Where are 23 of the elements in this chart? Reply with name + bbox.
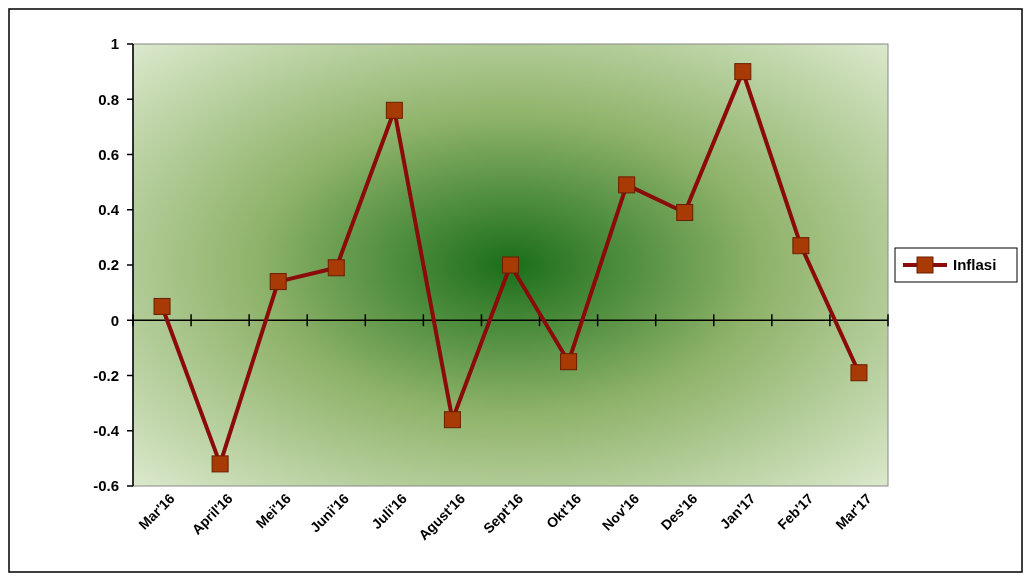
point	[734, 63, 752, 81]
y-tick-label: 0.8	[98, 90, 119, 108]
point	[269, 273, 287, 291]
point	[385, 101, 403, 119]
y-tick-label: 1	[110, 35, 119, 53]
y-tick-label: -0.2	[93, 366, 119, 384]
point	[850, 364, 868, 382]
point	[443, 411, 461, 429]
point	[211, 455, 229, 473]
point	[792, 237, 810, 255]
y-tick-label: 0.2	[98, 256, 119, 274]
y-tick-label: -0.6	[93, 477, 119, 495]
y-tick-label: 0	[110, 311, 119, 329]
point	[327, 259, 345, 277]
point	[618, 176, 636, 194]
y-tick-label: 0.4	[98, 201, 120, 218]
y-tick-label: 0.6	[98, 145, 119, 163]
y-tick-label: -0.4	[93, 422, 120, 439]
point	[502, 256, 519, 274]
legend-label: Inflasi	[953, 256, 997, 274]
point	[676, 204, 694, 222]
point	[560, 353, 578, 371]
point	[153, 297, 171, 315]
